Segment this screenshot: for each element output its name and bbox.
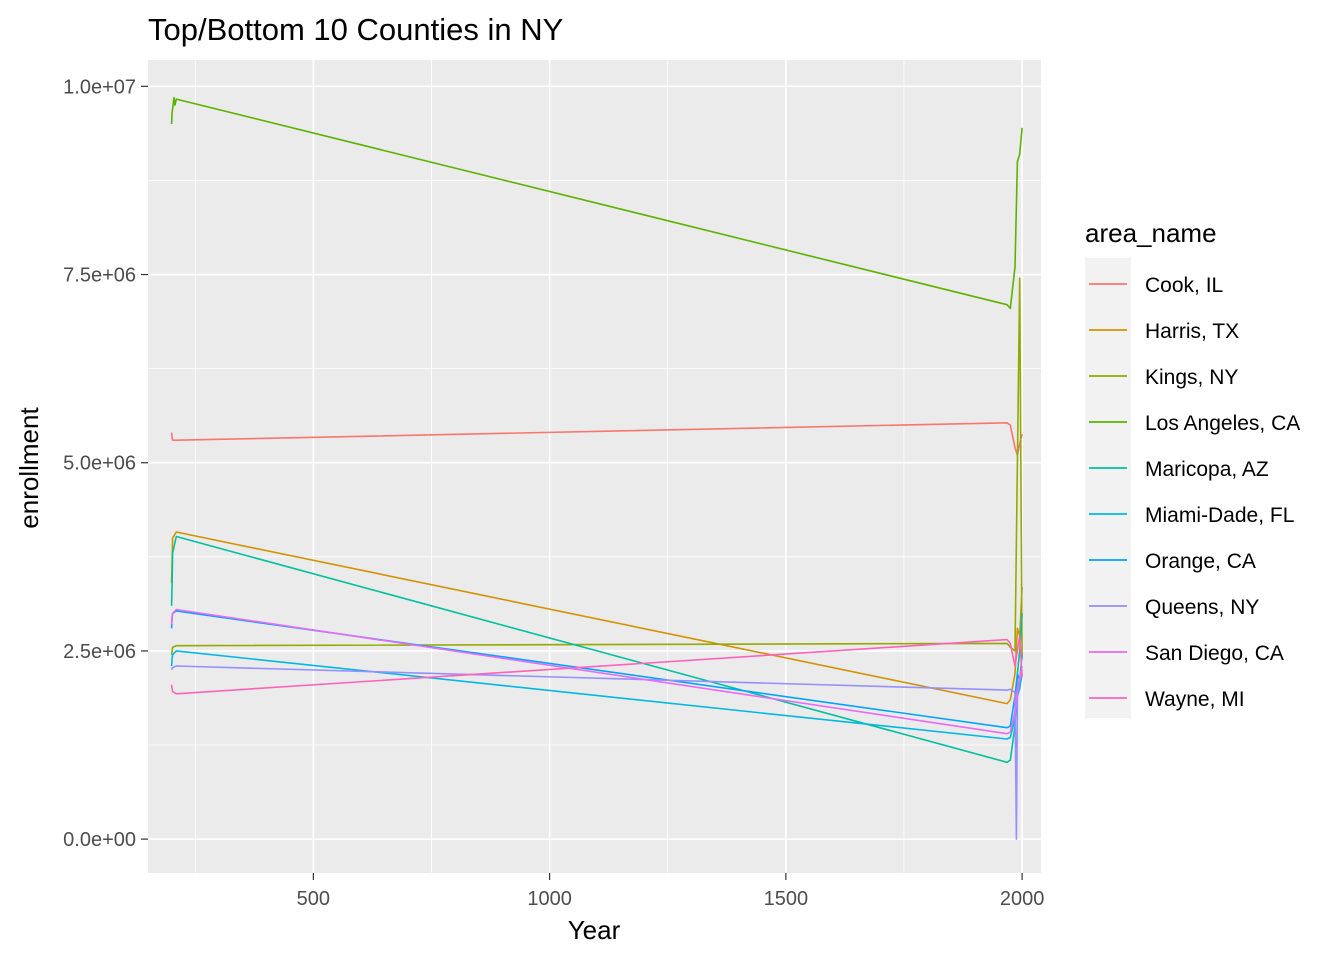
y-tick-label: 7.5e+06: [63, 265, 136, 287]
minor-gridlines: [148, 60, 1041, 873]
legend-key-background: [1085, 258, 1131, 718]
y-axis-title: enrollment: [14, 407, 44, 529]
x-axis: 500 1000 1500 2000: [297, 873, 1045, 910]
legend-label: Maricopa, AZ: [1145, 458, 1269, 481]
legend-label: Kings, NY: [1145, 366, 1238, 389]
x-axis-title: Year: [568, 915, 621, 945]
series-line-harris-tx: [170, 531, 1023, 705]
series-line-san-diego-ca: [170, 608, 1023, 735]
legend-label: Miami-Dade, FL: [1145, 504, 1294, 527]
x-tick-label: 1500: [764, 888, 809, 910]
series-line-kings-ny: [170, 277, 1023, 659]
x-tick-label: 2000: [1000, 888, 1045, 910]
legend-label: San Diego, CA: [1145, 642, 1284, 665]
series-lines: [170, 96, 1023, 840]
y-axis: 0.0e+00 2.5e+06 5.0e+06 7.5e+06 1.0e+07: [63, 76, 148, 851]
y-tick-label: 5.0e+06: [63, 453, 136, 475]
series-line-maricopa-az: [170, 535, 1023, 764]
y-tick-label: 2.5e+06: [63, 641, 136, 663]
series-line-wayne-mi: [170, 635, 1023, 695]
legend-title: area_name: [1085, 218, 1217, 248]
legend-label: Cook, IL: [1145, 274, 1223, 297]
legend-label: Orange, CA: [1145, 550, 1256, 573]
legend-items: Cook, IL Harris, TX Kings, NY Los Angeles, …: [1089, 274, 1300, 711]
legend-label: Queens, NY: [1145, 596, 1259, 619]
series-line-los-angeles-ca: [170, 96, 1023, 310]
legend-label: Wayne, MI: [1145, 688, 1245, 711]
legend: area_name Cook, IL Harris, TX Kings, NY Los…: [1085, 218, 1300, 718]
chart-title: Top/Bottom 10 Counties in NY: [148, 12, 563, 47]
series-line-queens-ny: [170, 665, 1023, 840]
series-line-cook-il: [170, 421, 1023, 457]
y-tick-label: 0.0e+00: [63, 829, 136, 851]
legend-label: Los Angeles, CA: [1145, 412, 1300, 435]
legend-label: Harris, TX: [1145, 320, 1239, 343]
plot-panel: [148, 60, 1041, 873]
x-tick-label: 500: [297, 888, 330, 910]
y-tick-label: 1.0e+07: [63, 76, 136, 98]
x-tick-label: 1000: [527, 888, 572, 910]
